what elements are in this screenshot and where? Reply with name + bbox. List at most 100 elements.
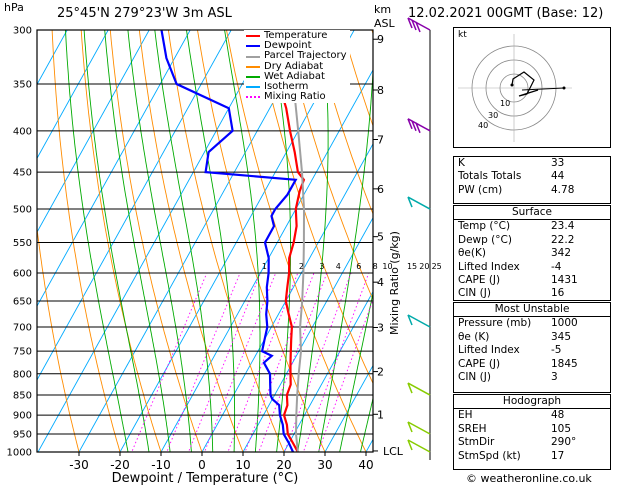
km-label: km (374, 3, 392, 16)
series-parcel-trajectory (287, 30, 306, 452)
mixing-ratio-label: 6 (356, 262, 361, 271)
pressure-tick-label: 550 (13, 238, 32, 249)
x-tick-label: -10 (151, 458, 171, 472)
info-row: Temp (°C) 23.4 (454, 220, 610, 233)
legend-label: Parcel Trajectory (264, 50, 347, 62)
km-tick-label: 5 (377, 231, 384, 244)
datetime-title: 12.02.2021 00GMT (Base: 12) (408, 6, 604, 21)
info-value: 1845 (551, 357, 578, 370)
asl-label: ASL (374, 17, 395, 30)
x-tick-label: 10 (235, 458, 250, 472)
info-row: CIN (J) 16 (454, 287, 610, 300)
legend-swatch (246, 55, 260, 58)
isotherm-line (37, 30, 191, 307)
mixing-ratio-label: 3 (319, 262, 324, 271)
legend-label: Wet Adiabat (264, 70, 325, 82)
legend-item: Dry Adiabat (246, 60, 347, 72)
km-tick-label: 1 (377, 408, 384, 421)
hodograph-panel: kt 40 30 10 (453, 27, 611, 148)
wind-barb (407, 382, 431, 396)
plot-frame (36, 29, 374, 453)
x-tick-label: 40 (358, 458, 373, 472)
mixing-ratio-line (302, 272, 370, 452)
legend-swatch (246, 86, 260, 89)
km-tick-label: LCL (383, 445, 404, 458)
info-row: Dewp (°C) 22.2 (454, 234, 610, 247)
wet-adiabat (360, 396, 373, 452)
info-value: 17 (551, 449, 565, 462)
info-value: -4 (551, 260, 562, 273)
info-value: 105 (551, 422, 572, 435)
info-label: CAPE (J) (458, 274, 501, 287)
info-label: Temp (°C) (458, 220, 511, 233)
mixing-ratio-label: 15 (407, 262, 417, 271)
km-tick-label: 4 (377, 276, 384, 289)
info-value: 33 (551, 157, 565, 169)
pressure-tick-label: 800 (13, 369, 32, 380)
info-label: Lifted Index (458, 344, 520, 357)
info-row: Lifted Index -4 (454, 261, 610, 274)
info-row: θe(K) 342 (454, 247, 610, 260)
x-tick-label: 20 (276, 458, 291, 472)
mixing-ratio-label: 2 (299, 262, 304, 271)
info-row: Lifted Index -5 (454, 344, 610, 357)
hodograph-trace (511, 71, 539, 97)
info-label: StmSpd (kt) (458, 449, 521, 462)
info-label: PW (cm) (458, 183, 503, 196)
info-value: 3 (551, 371, 558, 384)
pressure-tick-label: 300 (13, 26, 32, 37)
mixing-ratio-label: 1 (262, 262, 267, 271)
km-tick-label: 8 (377, 84, 384, 97)
pressure-tick-label: 350 (13, 80, 32, 91)
info-label: SREH (458, 422, 487, 435)
mixing-ratio-label: 25 (432, 262, 442, 271)
info-value: 1000 (551, 317, 578, 330)
indices-table: K 33 Totals Totals 44 PW (cm) 4.78 (453, 156, 611, 204)
series-dewpoint (160, 30, 298, 452)
km-tick-label: 9 (377, 33, 384, 46)
most-unstable-table: Most Unstable Pressure (mb) 1000 θe (K) 345… (453, 302, 611, 393)
info-label: K (458, 157, 465, 169)
isotherm-line (37, 30, 232, 381)
mixing-ratio-label: 20 (419, 262, 429, 271)
info-label: CIN (J) (458, 287, 491, 300)
pressure-tick-label: 750 (13, 347, 32, 358)
wind-barb (407, 314, 431, 328)
legend-swatch (246, 96, 260, 99)
legend-swatch (246, 65, 260, 68)
info-value: 345 (551, 330, 572, 343)
info-label: CIN (J) (458, 371, 491, 384)
isotherm-line (37, 30, 68, 86)
info-value: 1431 (551, 274, 578, 287)
dry-adiabat (313, 30, 373, 216)
x-tick-label: -30 (69, 458, 89, 472)
mixing-ratio-line (188, 272, 262, 452)
wind-barb (407, 118, 431, 134)
isotherm-line (242, 216, 373, 452)
info-label: CAPE (J) (458, 357, 501, 370)
legend: Temperature Dewpoint Parcel Trajectory Dry … (244, 30, 350, 104)
legend-item: Parcel Trajectory (246, 51, 347, 61)
mixing-ratio-line (166, 272, 241, 452)
mixing-ratio-line (131, 272, 208, 452)
hodograph-ring-label: 40 (478, 121, 488, 130)
pressure-tick-label: 850 (13, 391, 32, 402)
legend-label: Dry Adiabat (264, 60, 324, 72)
legend-swatch (246, 35, 260, 38)
info-row: PW (cm) 4.78 (454, 184, 610, 197)
isotherm-line (37, 30, 150, 234)
series-temperature (267, 30, 306, 452)
hodograph-point (562, 86, 566, 90)
isotherm-line (160, 69, 373, 452)
pressure-tick-label: 450 (13, 168, 32, 179)
mixing-ratio-label: 10 (382, 262, 392, 271)
mixing-ratio-label: 4 (336, 262, 341, 271)
legend-item: Isotherm (246, 81, 347, 92)
isotherm-line (201, 142, 373, 452)
info-row: θe (K) 345 (454, 331, 610, 344)
info-value: 48 (551, 409, 565, 422)
km-tick-label: 2 (377, 366, 384, 379)
hodograph-table: Hodograph EH 48 SREH 105 StmDir 290° StmSpd (k… (453, 394, 611, 470)
pressure-tick-label: 650 (13, 297, 32, 308)
